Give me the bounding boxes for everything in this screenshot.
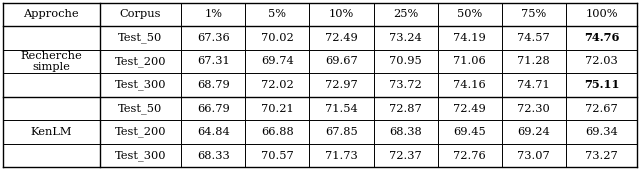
Text: Recherche
simple: Recherche simple (20, 51, 82, 72)
Text: 68.79: 68.79 (197, 80, 230, 90)
Text: 69.45: 69.45 (453, 127, 486, 137)
Text: 71.73: 71.73 (325, 151, 358, 161)
Text: 10%: 10% (329, 9, 354, 19)
Text: 69.24: 69.24 (517, 127, 550, 137)
Text: 71.28: 71.28 (517, 56, 550, 66)
Text: 74.19: 74.19 (453, 33, 486, 43)
Text: 70.21: 70.21 (261, 104, 294, 114)
Text: 74.16: 74.16 (453, 80, 486, 90)
Text: 64.84: 64.84 (197, 127, 230, 137)
Text: Test_300: Test_300 (115, 80, 166, 90)
Text: 74.71: 74.71 (517, 80, 550, 90)
Text: 74.76: 74.76 (584, 32, 620, 43)
Text: 72.37: 72.37 (389, 151, 422, 161)
Text: 69.34: 69.34 (585, 127, 618, 137)
Text: 72.03: 72.03 (585, 56, 618, 66)
Text: Test_50: Test_50 (118, 32, 163, 43)
Text: 70.95: 70.95 (389, 56, 422, 66)
Text: 73.27: 73.27 (585, 151, 618, 161)
Text: Test_200: Test_200 (115, 56, 166, 67)
Text: 72.30: 72.30 (517, 104, 550, 114)
Text: Test_300: Test_300 (115, 150, 166, 161)
Text: 70.02: 70.02 (261, 33, 294, 43)
Text: 67.36: 67.36 (197, 33, 230, 43)
Text: 71.54: 71.54 (325, 104, 358, 114)
Text: 100%: 100% (586, 9, 618, 19)
Text: Test_200: Test_200 (115, 127, 166, 138)
Text: 69.67: 69.67 (325, 56, 358, 66)
Text: 66.88: 66.88 (261, 127, 294, 137)
Text: 70.57: 70.57 (261, 151, 294, 161)
Text: 73.24: 73.24 (389, 33, 422, 43)
Text: 69.74: 69.74 (261, 56, 294, 66)
Text: 72.76: 72.76 (453, 151, 486, 161)
Text: 68.33: 68.33 (197, 151, 230, 161)
Text: 50%: 50% (457, 9, 483, 19)
Text: 72.97: 72.97 (325, 80, 358, 90)
Text: 72.02: 72.02 (261, 80, 294, 90)
Text: 25%: 25% (393, 9, 418, 19)
Text: 75%: 75% (521, 9, 547, 19)
Text: 72.49: 72.49 (325, 33, 358, 43)
Text: 73.72: 73.72 (389, 80, 422, 90)
Text: 72.49: 72.49 (453, 104, 486, 114)
Text: Test_50: Test_50 (118, 103, 163, 114)
Text: Corpus: Corpus (120, 9, 161, 19)
Text: 66.79: 66.79 (197, 104, 230, 114)
Text: 72.67: 72.67 (585, 104, 618, 114)
Text: Approche: Approche (23, 9, 79, 19)
Text: 5%: 5% (268, 9, 287, 19)
Text: 67.31: 67.31 (197, 56, 230, 66)
Text: 68.38: 68.38 (389, 127, 422, 137)
Text: 72.87: 72.87 (389, 104, 422, 114)
Text: 74.57: 74.57 (517, 33, 550, 43)
Text: 67.85: 67.85 (325, 127, 358, 137)
Text: 71.06: 71.06 (453, 56, 486, 66)
Text: 1%: 1% (204, 9, 222, 19)
Text: KenLM: KenLM (30, 127, 72, 137)
Text: 75.11: 75.11 (584, 80, 620, 90)
Text: 73.07: 73.07 (517, 151, 550, 161)
